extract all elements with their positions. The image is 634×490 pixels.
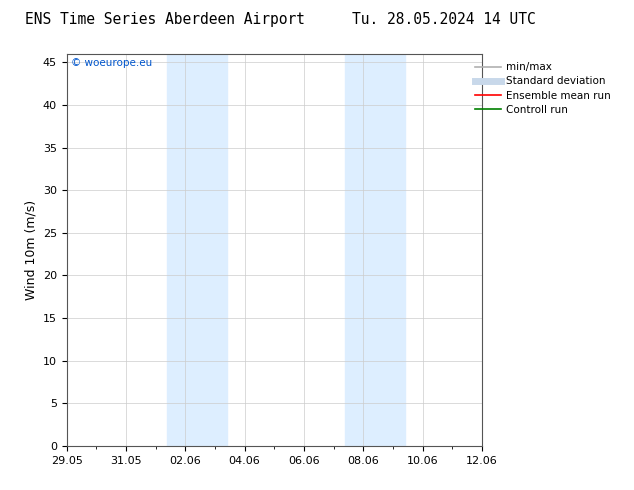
Bar	[167, 54, 227, 446]
Text: ENS Time Series Aberdeen Airport: ENS Time Series Aberdeen Airport	[25, 12, 305, 27]
Legend: min/max, Standard deviation, Ensemble mean run, Controll run: min/max, Standard deviation, Ensemble me…	[472, 59, 614, 118]
Y-axis label: Wind 10m (m/s): Wind 10m (m/s)	[24, 200, 37, 300]
Text: Tu. 28.05.2024 14 UTC: Tu. 28.05.2024 14 UTC	[352, 12, 536, 27]
Bar	[346, 54, 404, 446]
Text: © woeurope.eu: © woeurope.eu	[71, 58, 152, 68]
